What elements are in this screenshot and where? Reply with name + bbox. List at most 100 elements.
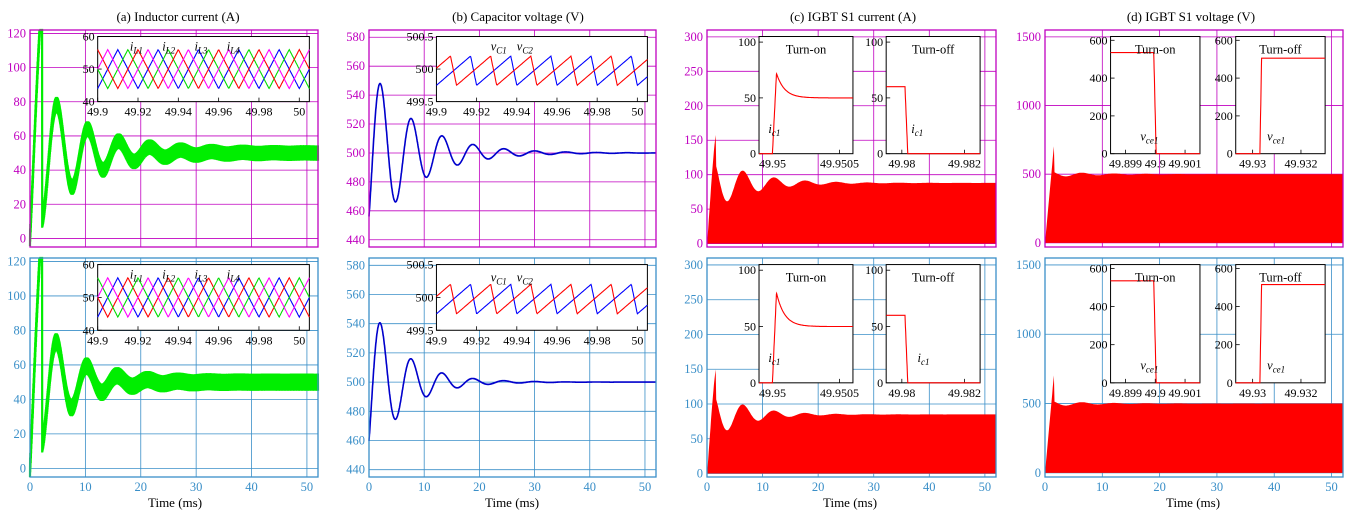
inset-signal-label: vce1 <box>1140 130 1158 146</box>
inset-x-tick-label: 49.98 <box>584 105 611 119</box>
inset-series-line <box>436 283 648 315</box>
inset-y-tick-label: 50 <box>871 91 883 105</box>
x-tick-label: 30 <box>190 480 203 494</box>
y-tick-label: 1500 <box>1016 30 1041 44</box>
y-tick-label: 150 <box>684 362 703 376</box>
y-tick-label: 0 <box>1035 236 1041 250</box>
y-tick-label: 1500 <box>1016 258 1041 272</box>
inset-frame <box>1235 36 1326 155</box>
x-tick-label: 50 <box>639 480 652 494</box>
x-axis-label-d: Time (ms) <box>1166 495 1220 510</box>
inset-y-tick-label: 0 <box>1102 376 1108 390</box>
inset-x-tick-label: 49.94 <box>165 105 192 119</box>
y-tick-label: 520 <box>346 346 365 360</box>
plot-frame <box>1044 29 1344 248</box>
series-line <box>368 322 656 441</box>
x-tick-label: 40 <box>1268 480 1281 494</box>
x-tick-label: 30 <box>867 480 880 494</box>
inset-signal-label: vce1 <box>1267 359 1285 375</box>
y-tick-label: 250 <box>684 293 703 307</box>
x-tick-label: 0 <box>27 480 33 494</box>
y-tick-label: 500 <box>346 375 365 389</box>
inset-y-tick-label: 500 <box>415 62 433 76</box>
inset-frame <box>435 36 648 103</box>
x-tick-label: 10 <box>418 480 431 494</box>
inset-y-tick-label: 499.5 <box>406 323 433 337</box>
inset-series-line <box>886 314 981 384</box>
inset-x-tick-label: 49.9 <box>426 105 447 119</box>
series-area <box>1045 375 1343 473</box>
inset-title: Turn-on <box>1135 43 1176 57</box>
y-tick-label: 100 <box>7 289 26 303</box>
inset-x-tick-label: 49.901 <box>1169 157 1202 171</box>
y-tick-label: 150 <box>684 133 703 147</box>
inset-y-tick-label: 200 <box>1090 109 1108 123</box>
inset-title: Turn-off <box>912 271 955 285</box>
inset-c-top-0: 0 50 100 49.95 49.9505 Turn-on ic1 <box>738 35 859 171</box>
inset-x-tick-label: 49.9505 <box>820 157 859 171</box>
x-tick-label: 10 <box>756 480 769 494</box>
x-tick-label: 20 <box>473 480 486 494</box>
inset-y-tick-label: 400 <box>1090 71 1108 85</box>
y-tick-label: 20 <box>14 197 27 211</box>
y-tick-label: 580 <box>346 30 365 44</box>
y-tick-label: 300 <box>684 258 703 272</box>
inset-d-top-1: 0 200 400 600 49.93 49.932 Turn-off vce1 <box>1215 33 1326 171</box>
inset-y-tick-label: 100 <box>865 263 883 277</box>
inset-signal-label: ic1 <box>768 122 780 138</box>
inset-series-line <box>1235 57 1326 155</box>
inset-y-tick-label: 600 <box>1215 33 1233 47</box>
inset-signal-label: vC1 <box>491 271 507 287</box>
inset-title: Turn-on <box>786 271 827 285</box>
x-tick-label: 30 <box>1211 480 1224 494</box>
inset-y-tick-label: 600 <box>1090 33 1108 47</box>
inset-x-tick-label: 49.94 <box>503 333 530 347</box>
inset-x-tick-label: 49.98 <box>888 386 915 400</box>
inset-signal-label: iL3 <box>194 39 207 55</box>
inset-y-tick-label: 50 <box>744 91 756 105</box>
x-tick-label: 40 <box>245 480 258 494</box>
plot-c-bottom: 0 50 100 150 200 250 300 0 10 20 30 40 50 0 50 100 49.95… <box>684 257 997 494</box>
y-tick-label: 0 <box>20 461 26 475</box>
inset-d-top-0: 0 200 400 600 49.899 49.9 49.901 Turn-on vce1 <box>1090 33 1202 170</box>
inset-signal-label: ic1 <box>911 122 923 138</box>
plot-frame <box>29 257 319 478</box>
x-tick-label: 30 <box>528 480 541 494</box>
inset-x-tick-label: 50 <box>293 333 305 347</box>
inset-title: Turn-off <box>1259 43 1302 57</box>
inset-y-tick-label: 60 <box>83 258 95 272</box>
y-tick-label: 1000 <box>1016 99 1041 113</box>
y-tick-label: 540 <box>346 88 365 102</box>
inset-y-tick-label: 600 <box>1215 261 1233 275</box>
y-tick-label: 480 <box>346 175 365 189</box>
y-tick-label: 200 <box>684 327 703 341</box>
y-tick-label: 250 <box>684 64 703 78</box>
y-tick-label: 500 <box>1022 167 1041 181</box>
inset-y-tick-label: 40 <box>83 95 95 109</box>
inset-x-tick-label: 49.94 <box>165 333 192 347</box>
inset-signal-label: iL4 <box>227 267 240 283</box>
inset-y-tick-label: 0 <box>1227 376 1233 390</box>
inset-series-line <box>97 48 310 90</box>
inset-y-tick-label: 0 <box>877 147 883 161</box>
inset-y-tick-label: 100 <box>738 263 756 277</box>
x-axis-label-b: Time (ms) <box>485 495 539 510</box>
series-area <box>707 135 996 244</box>
x-tick-label: 40 <box>584 480 597 494</box>
y-tick-label: 120 <box>7 26 26 40</box>
inset-y-tick-label: 50 <box>871 320 883 334</box>
y-tick-label: 60 <box>14 358 27 372</box>
y-tick-label: 460 <box>346 204 365 218</box>
inset-x-tick-label: 49.982 <box>948 157 981 171</box>
inset-y-tick-label: 200 <box>1215 338 1233 352</box>
inset-x-tick-label: 49.9 <box>87 105 108 119</box>
x-tick-label: 20 <box>812 480 825 494</box>
inset-x-tick-label: 49.9 <box>426 333 447 347</box>
inset-signal-label: iL1 <box>130 267 143 283</box>
inset-x-tick-label: 49.98 <box>584 333 611 347</box>
inset-x-tick-label: 49.9 <box>1145 386 1166 400</box>
y-tick-label: 540 <box>346 317 365 331</box>
y-tick-label: 560 <box>346 59 365 73</box>
series-area <box>1045 146 1343 243</box>
inset-d-bottom-0: 0 200 400 600 49.899 49.9 49.901 Turn-on vce1 <box>1090 261 1202 399</box>
